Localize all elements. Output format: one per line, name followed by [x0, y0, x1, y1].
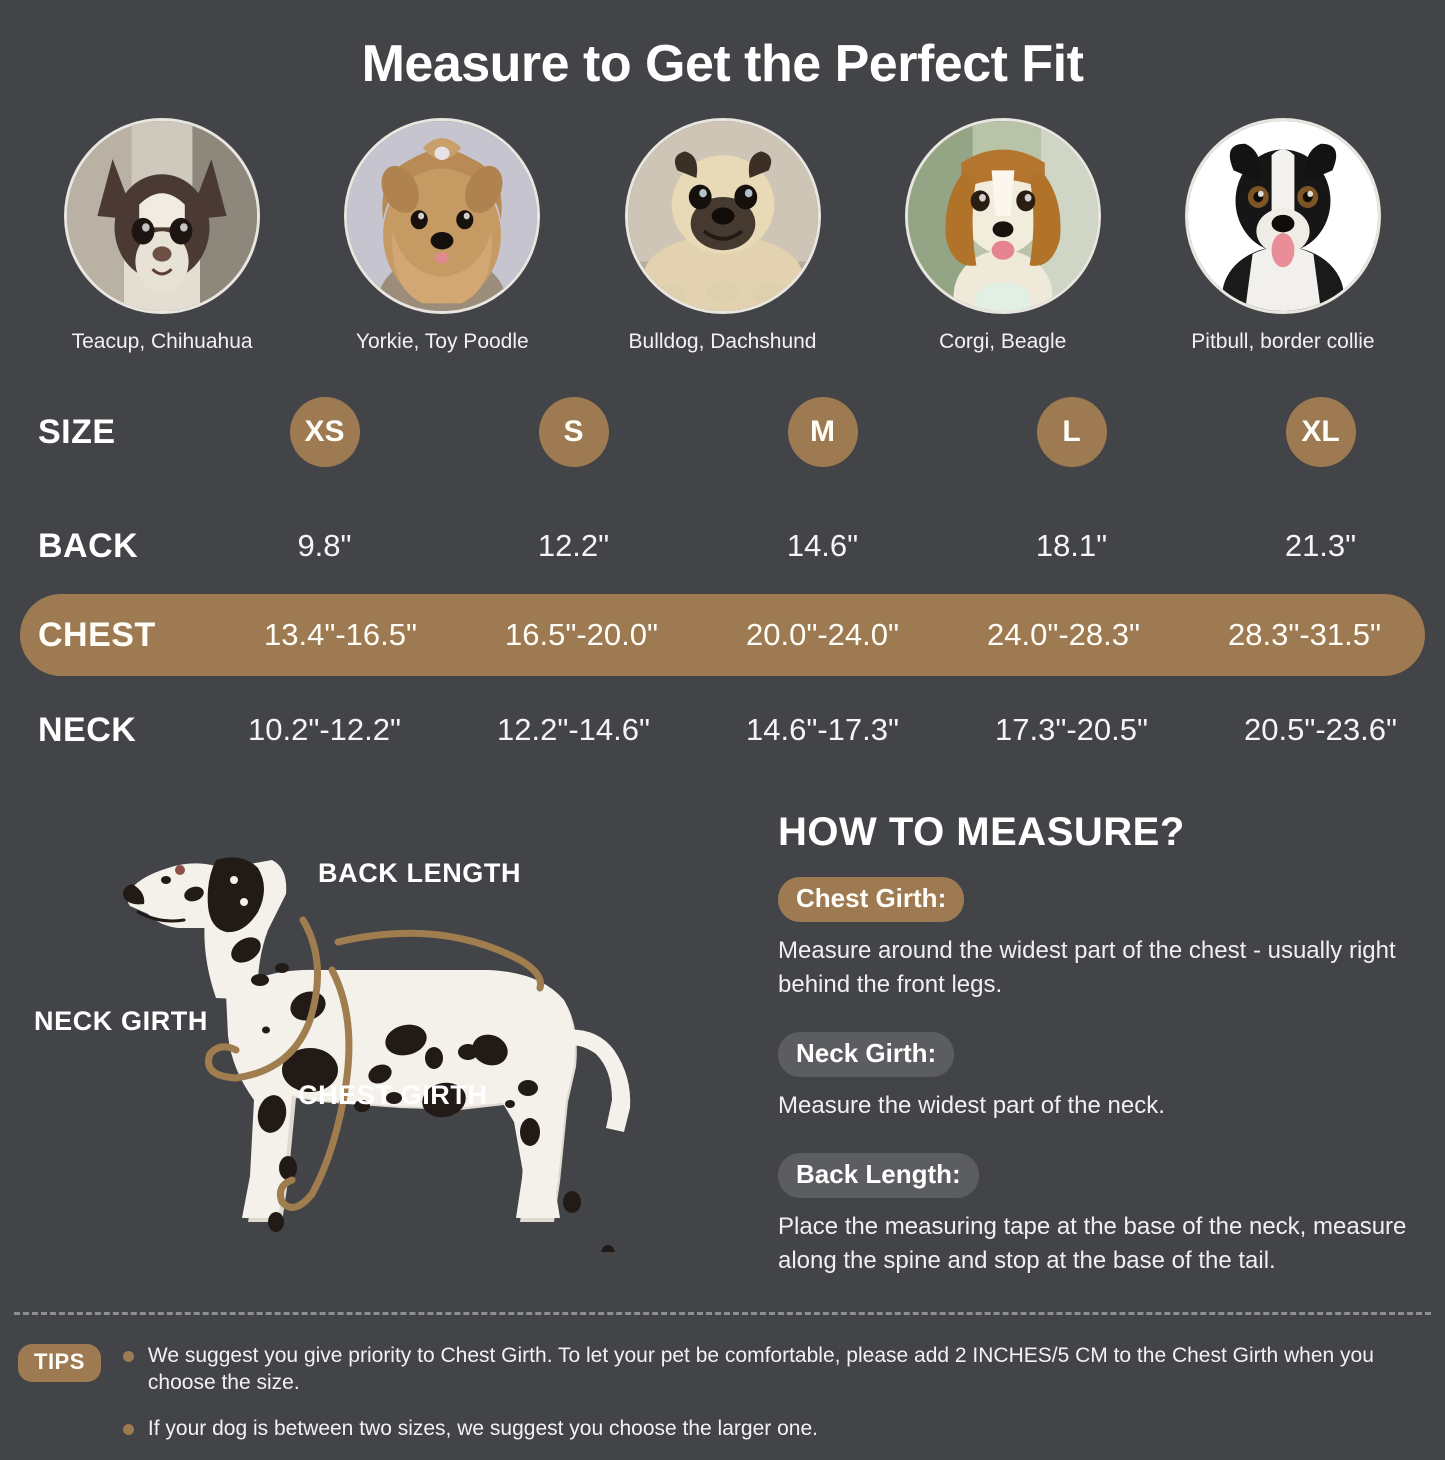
size-badge-s: S	[538, 397, 609, 467]
breed-cell-l: Corgi, Beagle	[863, 118, 1143, 354]
breed-label: Teacup, Chihuahua	[71, 330, 253, 353]
back-cell-m: 14.6"	[786, 528, 859, 563]
size-cell-xs: XS	[200, 397, 449, 467]
table-row-size: SIZE XS S M L XL	[0, 380, 1445, 484]
diagram-label-back-length: BACK LENGTH	[318, 858, 522, 888]
row-label-neck: NECK	[38, 710, 137, 749]
dalmatian-illustration	[123, 857, 631, 1263]
how-to-measure-title: HOW TO MEASURE?	[778, 810, 1185, 854]
size-badge-xs: XS	[289, 397, 360, 467]
table-row-back: BACK 9.8" 12.2" 14.6" 18.1" 21.3"	[0, 498, 1445, 594]
chest-cell-xl: 28.3"-31.5"	[1227, 617, 1381, 652]
back-length-text: Place the measuring tape at the base of …	[778, 1213, 1407, 1275]
back-cell-xl: 21.3"	[1284, 528, 1357, 563]
back-cell-xs: 9.8"	[297, 528, 352, 563]
table-row-neck: NECK 10.2"-12.2" 12.2"-14.6" 14.6"-17.3"…	[0, 682, 1445, 778]
back-cell-s: 12.2"	[537, 528, 610, 563]
row-label-size: SIZE	[38, 412, 116, 451]
page-title: Measure to Get the Perfect Fit	[361, 35, 1084, 93]
size-cell-l: L	[947, 397, 1196, 467]
size-badge-xl: XL	[1285, 397, 1356, 467]
tips-list: We suggest you give priority to Chest Gi…	[122, 1342, 1427, 1460]
breed-cell-xs: Teacup, Chihuahua	[22, 118, 302, 354]
how-to-item-back-length: Back Length: Place the measuring tape at…	[778, 1153, 1425, 1278]
tips-section: TIPS We suggest you give priority to Che…	[0, 1342, 1445, 1460]
table-row-chest: CHEST 13.4"-16.5" 16.5"-20.0" 20.0"-24.0…	[20, 594, 1425, 676]
diagram-label-chest-girth: CHEST GIRTH	[298, 1080, 488, 1110]
neck-cell-l: 17.3"-20.5"	[994, 712, 1148, 747]
diagram-label-neck-girth: NECK GIRTH	[34, 1006, 208, 1036]
bullet-dot-icon	[122, 1351, 134, 1362]
chest-cell-xs: 13.4"-16.5"	[263, 617, 417, 652]
chest-girth-text: Measure around the widest part of the ch…	[778, 937, 1396, 999]
beagle-photo	[904, 118, 1101, 314]
size-cell-xl: XL	[1196, 397, 1445, 467]
size-table: SIZE XS S M L XL BACK 9.8" 12.2" 14.6" 1…	[0, 380, 1445, 778]
size-badge-m: M	[787, 397, 858, 467]
breed-label: Bulldog, Dachshund	[628, 330, 817, 353]
breed-cell-s: Yorkie, Toy Poodle	[302, 118, 582, 354]
tips-badge: TIPS	[18, 1344, 101, 1382]
yorkie-photo	[344, 118, 541, 314]
tip-text: If your dog is between two sizes, we sug…	[147, 1416, 818, 1440]
breed-label: Pitbull, border collie	[1191, 330, 1375, 353]
neck-girth-badge: Neck Girth:	[778, 1032, 955, 1078]
dog-measurement-diagram: BACK LENGTH NECK GIRTH CHEST GIRTH	[20, 802, 740, 1263]
row-label-back: BACK	[38, 526, 139, 565]
back-cell-l: 18.1"	[1035, 528, 1108, 563]
tip-text: We suggest you give priority to Chest Gi…	[147, 1344, 1374, 1395]
neck-cell-m: 14.6"-17.3"	[745, 712, 899, 747]
chest-cell-m: 20.0"-24.0"	[745, 617, 899, 652]
breed-cell-xl: Pitbull, border collie	[1143, 118, 1423, 354]
lower-section: BACK LENGTH NECK GIRTH CHEST GIRTH HOW T…	[0, 802, 1445, 1308]
neck-cell-xs: 10.2"-12.2"	[247, 712, 401, 747]
breed-photo-row: Teacup, Chihuahua Yorkie, Toy	[0, 118, 1445, 354]
how-to-item-neck-girth: Neck Girth: Measure the widest part of t…	[778, 1032, 1425, 1123]
size-badge-l: L	[1036, 397, 1107, 467]
breed-label: Yorkie, Toy Poodle	[355, 330, 529, 353]
neck-girth-text: Measure the widest part of the neck.	[778, 1092, 1165, 1120]
chest-cell-s: 16.5"-20.0"	[504, 617, 658, 652]
how-to-measure-section: HOW TO MEASURE? Chest Girth: Measure aro…	[740, 802, 1425, 1308]
breed-cell-m: Bulldog, Dachshund	[582, 118, 862, 354]
dashed-divider	[14, 1312, 1431, 1315]
tip-item: If your dog is between two sizes, we sug…	[122, 1415, 1427, 1442]
breed-label: Corgi, Beagle	[939, 330, 1067, 353]
border-collie-photo	[1184, 118, 1381, 314]
pug-photo	[624, 118, 821, 314]
size-cell-m: M	[698, 397, 947, 467]
chihuahua-photo	[64, 118, 261, 314]
back-length-badge: Back Length:	[778, 1153, 979, 1199]
chest-girth-badge: Chest Girth:	[778, 877, 965, 922]
bullet-dot-icon	[122, 1423, 134, 1435]
neck-cell-xl: 20.5"-23.6"	[1243, 712, 1397, 747]
size-cell-s: S	[449, 397, 698, 467]
how-to-item-chest-girth: Chest Girth: Measure around the widest p…	[778, 877, 1425, 1002]
row-label-chest: CHEST	[38, 615, 156, 654]
neck-cell-s: 12.2"-14.6"	[496, 712, 650, 747]
tip-item: We suggest you give priority to Chest Gi…	[122, 1342, 1427, 1397]
chest-cell-l: 24.0"-28.3"	[986, 617, 1140, 652]
